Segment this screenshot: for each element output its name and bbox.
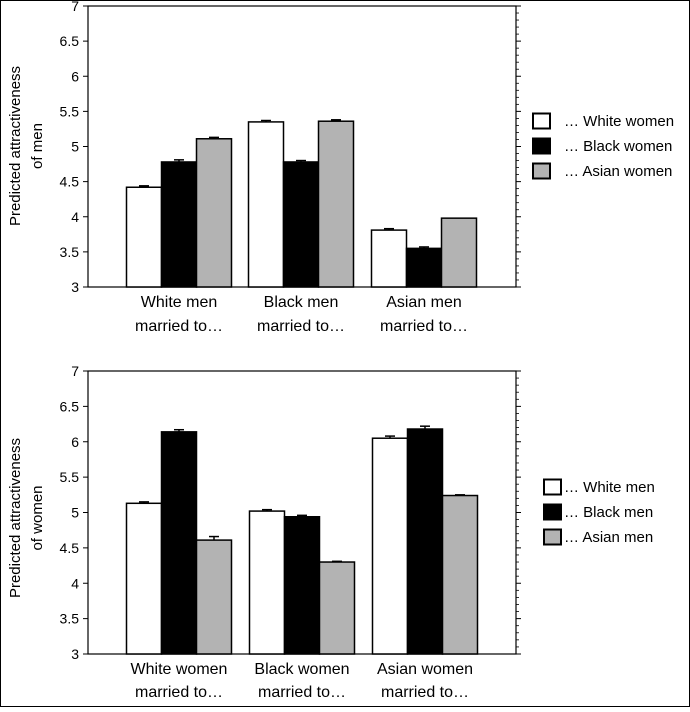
y-tick-label: 6.5 bbox=[60, 398, 80, 414]
bar bbox=[318, 561, 356, 655]
bar bbox=[160, 431, 198, 655]
bar bbox=[440, 217, 478, 288]
legend-swatch bbox=[543, 503, 562, 521]
y-tick-label: 6 bbox=[71, 434, 79, 450]
x-category-label: married to… bbox=[135, 684, 223, 701]
x-category-label: married to… bbox=[258, 684, 346, 701]
bar bbox=[283, 515, 321, 655]
y-tick-label: 6.5 bbox=[60, 33, 80, 49]
x-category-label: Black women bbox=[254, 661, 349, 678]
x-category-label: married to… bbox=[257, 318, 345, 335]
y-tick-label: 7 bbox=[71, 0, 79, 14]
y-axis-label: Predicted attractiveness bbox=[7, 66, 24, 226]
bar bbox=[441, 494, 479, 655]
y-tick-label: 3 bbox=[71, 279, 79, 295]
legend-swatch bbox=[532, 162, 551, 180]
bar bbox=[406, 428, 444, 655]
legend-label: … White women bbox=[564, 113, 674, 130]
legend-swatch bbox=[532, 137, 551, 155]
x-category-label: Asian men bbox=[386, 294, 462, 311]
bar bbox=[282, 161, 320, 288]
x-category-label: Asian women bbox=[377, 661, 473, 678]
y-axis-label: Predicted attractiveness bbox=[7, 438, 24, 598]
y-tick-label: 5 bbox=[71, 139, 79, 155]
bar bbox=[370, 229, 408, 288]
x-category-label: Black men bbox=[264, 294, 339, 311]
y-tick-label: 3.5 bbox=[60, 611, 80, 627]
bar bbox=[405, 247, 443, 288]
bar bbox=[195, 539, 233, 655]
y-tick-label: 5.5 bbox=[60, 103, 80, 119]
bar bbox=[317, 120, 355, 288]
legend-swatch bbox=[543, 528, 562, 546]
x-category-label: married to… bbox=[135, 318, 223, 335]
legend-label: … White men bbox=[564, 479, 655, 496]
bar bbox=[248, 510, 286, 655]
y-tick-label: 4 bbox=[71, 575, 79, 591]
legend-swatch bbox=[543, 478, 562, 496]
legend-label: … Black men bbox=[564, 504, 653, 521]
x-category-label: married to… bbox=[381, 684, 469, 701]
bar bbox=[125, 186, 163, 288]
y-tick-label: 4.5 bbox=[60, 174, 80, 190]
y-tick-label: 5 bbox=[71, 505, 79, 521]
bar bbox=[160, 161, 198, 288]
y-tick-label: 4 bbox=[71, 209, 79, 225]
bar bbox=[195, 138, 233, 288]
y-tick-label: 5.5 bbox=[60, 469, 80, 485]
legend-label: … Black women bbox=[564, 138, 672, 155]
legend-label: … Asian women bbox=[564, 163, 672, 180]
x-category-label: White women bbox=[131, 661, 228, 678]
y-axis-label: of men bbox=[29, 123, 46, 169]
bar bbox=[247, 121, 285, 288]
y-tick-label: 3 bbox=[71, 646, 79, 662]
y-tick-label: 7 bbox=[71, 363, 79, 379]
y-tick-label: 6 bbox=[71, 68, 79, 84]
bar bbox=[125, 502, 163, 655]
bar bbox=[371, 437, 409, 655]
y-axis-label: of women bbox=[29, 485, 46, 550]
legend-swatch bbox=[532, 112, 551, 130]
chart-1: 3 3.5 4 4.5 5 5.5 6 6.5 7 Predicted attractivenes… bbox=[7, 0, 674, 335]
chart-2: 3 3.5 4 4.5 5 5.5 6 6.5 7 Predicted attractivenes… bbox=[7, 363, 655, 701]
y-tick-label: 3.5 bbox=[60, 244, 80, 260]
y-tick-label: 4.5 bbox=[60, 540, 80, 556]
legend-label: … Asian men bbox=[564, 529, 653, 546]
x-category-label: White men bbox=[141, 294, 217, 311]
x-category-label: married to… bbox=[380, 318, 468, 335]
